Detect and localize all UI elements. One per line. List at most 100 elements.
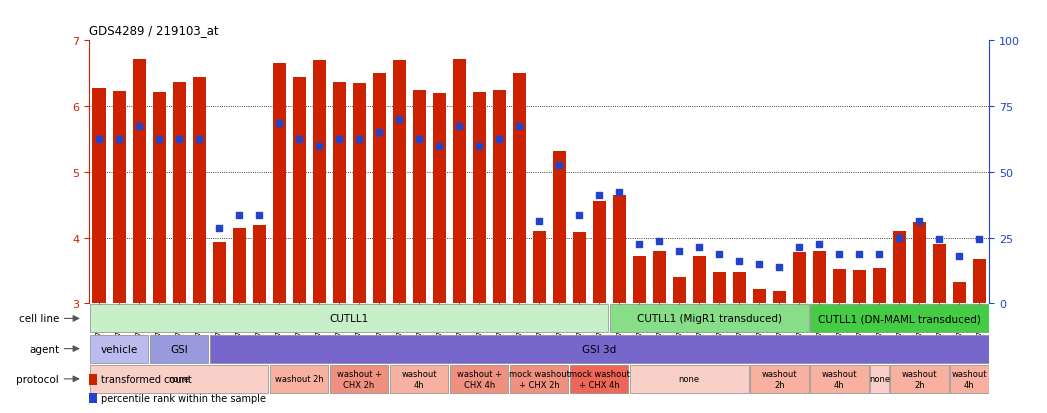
Bar (270, 365, 329, 393)
Text: GDS4289 / 219103_at: GDS4289 / 219103_at (89, 24, 219, 37)
Text: vehicle: vehicle (101, 344, 137, 354)
Text: washout
4h: washout 4h (401, 369, 437, 389)
Point (271, 120, 288, 126)
Point (111, 136, 128, 143)
Bar (150, 335, 208, 363)
Bar (793, 252, 806, 304)
Text: mock washout
+ CHX 4h: mock washout + CHX 4h (569, 369, 629, 389)
Point (151, 136, 168, 143)
Bar (873, 269, 886, 304)
Bar (630, 365, 749, 393)
Point (931, 236, 948, 242)
Bar (272, 64, 286, 304)
Point (191, 136, 207, 143)
Point (91, 136, 108, 143)
Bar (810, 305, 988, 332)
Bar (810, 365, 869, 393)
Bar (870, 365, 889, 393)
Bar (330, 365, 388, 393)
Bar (812, 251, 826, 304)
Bar (252, 225, 266, 304)
Bar (612, 195, 626, 304)
Bar (393, 61, 405, 304)
Text: none: none (678, 375, 699, 383)
Point (230, 212, 247, 218)
Text: mock washout
+ CHX 2h: mock washout + CHX 2h (509, 369, 570, 389)
Bar (373, 74, 385, 304)
Bar (913, 223, 926, 304)
Point (551, 163, 567, 169)
Text: transformed count: transformed count (101, 375, 192, 385)
Bar (713, 273, 726, 304)
Text: none: none (869, 375, 890, 383)
Point (511, 123, 528, 130)
Bar (513, 74, 526, 304)
Bar (90, 365, 268, 393)
Point (731, 258, 748, 264)
Bar (750, 365, 808, 393)
Bar (389, 365, 448, 393)
Text: washout
2h: washout 2h (901, 369, 937, 389)
Point (291, 136, 308, 143)
Point (351, 136, 367, 143)
Point (471, 143, 488, 150)
Point (751, 261, 767, 268)
Text: washout +
CHX 4h: washout + CHX 4h (456, 369, 502, 389)
Point (671, 248, 688, 254)
Bar (209, 335, 988, 363)
Bar (893, 231, 906, 304)
Point (971, 236, 987, 242)
Text: washout
4h: washout 4h (952, 369, 987, 389)
Bar (193, 77, 205, 304)
Bar (573, 233, 585, 304)
Bar (533, 231, 545, 304)
Point (391, 116, 407, 123)
Point (790, 244, 807, 251)
Point (651, 238, 668, 244)
Bar (553, 152, 565, 304)
Bar (452, 59, 466, 304)
Point (250, 212, 267, 218)
Bar (570, 365, 628, 393)
Text: CUTLL1: CUTLL1 (330, 313, 369, 324)
Bar (432, 94, 446, 304)
Bar (773, 292, 786, 304)
Text: protocol: protocol (17, 374, 59, 384)
Point (171, 136, 187, 143)
Point (851, 251, 868, 258)
Point (911, 218, 928, 225)
Bar (951, 365, 988, 393)
Point (131, 123, 148, 130)
Point (451, 123, 468, 130)
Point (871, 251, 888, 258)
Point (831, 251, 848, 258)
Text: washout +
CHX 2h: washout + CHX 2h (337, 369, 381, 389)
Text: cell line: cell line (19, 313, 59, 324)
Text: GSI 3d: GSI 3d (582, 344, 617, 354)
Bar (90, 335, 149, 363)
Bar (173, 83, 185, 304)
Text: percentile rank within the sample: percentile rank within the sample (101, 393, 266, 403)
Bar (933, 244, 945, 304)
Point (711, 251, 728, 258)
Bar (510, 365, 569, 393)
Text: none: none (169, 375, 190, 383)
Point (371, 130, 387, 136)
Point (951, 253, 967, 260)
Bar (112, 92, 126, 304)
Text: washout
4h: washout 4h (822, 369, 857, 389)
Text: CUTLL1 (DN-MAML transduced): CUTLL1 (DN-MAML transduced) (818, 313, 981, 324)
Point (331, 136, 348, 143)
Bar (153, 93, 165, 304)
Point (811, 241, 828, 248)
Text: washout 2h: washout 2h (274, 375, 324, 383)
Text: agent: agent (29, 344, 59, 354)
Point (410, 136, 427, 143)
Point (610, 189, 627, 195)
Text: GSI: GSI (171, 344, 187, 354)
Bar (213, 242, 225, 304)
Bar (632, 256, 646, 304)
Bar (472, 93, 486, 304)
Bar (450, 365, 509, 393)
Bar (753, 289, 765, 304)
